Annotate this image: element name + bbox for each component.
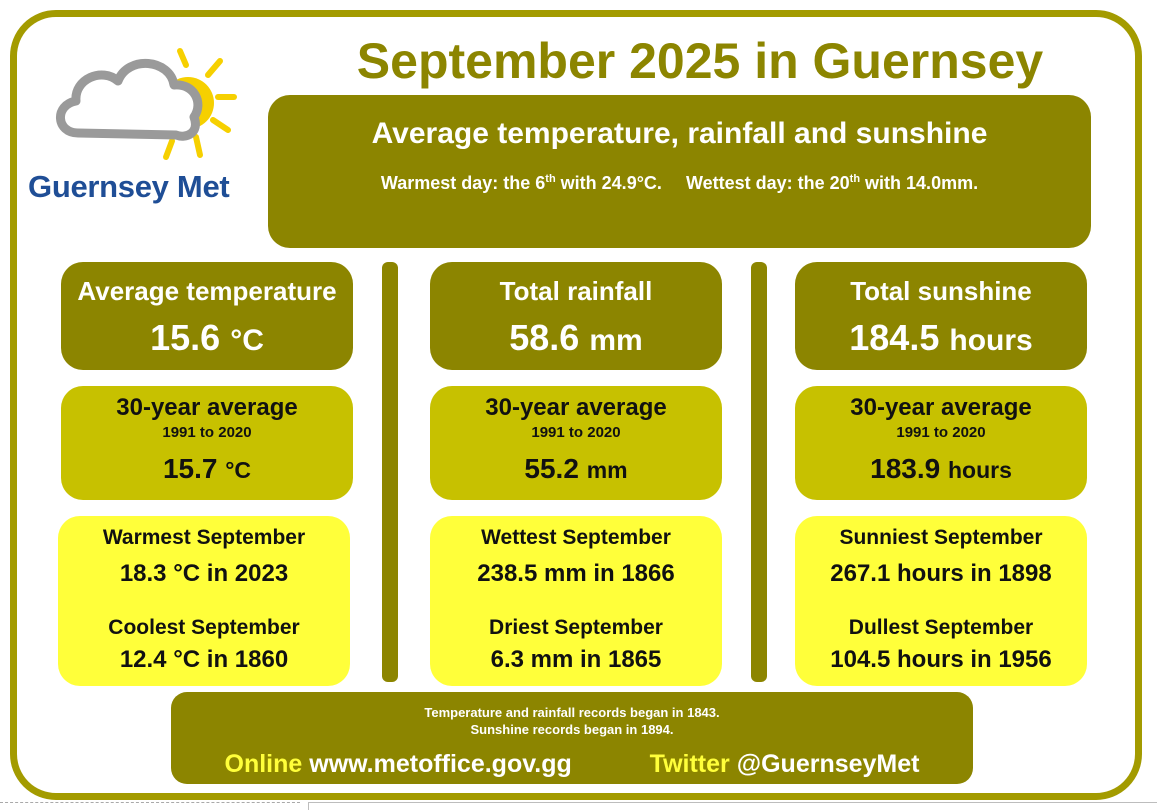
- temperature-number: 15.6: [150, 317, 221, 358]
- twitter-label: Twitter: [649, 750, 730, 778]
- rainfall-records-box: Wettest September 238.5 mm in 1866 Dries…: [430, 516, 722, 686]
- record-high-label: Wettest September: [481, 526, 671, 549]
- record-low-label: Driest September: [489, 616, 663, 639]
- temperature-records-box: Warmest September 18.3 °C in 2023 Cooles…: [58, 516, 350, 686]
- sunshine-number: 184.5: [849, 317, 940, 358]
- average-label: 30-year average: [116, 394, 298, 421]
- cloud-sun-icon: [56, 48, 237, 160]
- twitter-handle-link[interactable]: @GuernseyMet: [736, 750, 920, 778]
- record-high-label: Warmest September: [102, 526, 306, 549]
- temperature-main-box: Average temperature 15.6 °C: [61, 262, 353, 370]
- temperature-unit: °C: [230, 324, 264, 357]
- footer-links: Online www.metoffice.gov.gg Twitter @Gue…: [171, 750, 973, 779]
- record-high-value: 238.5 mm in 1866: [477, 560, 675, 587]
- sunshine-records-box: Sunniest September 267.1 hours in 1898 D…: [795, 516, 1087, 686]
- warmest-day-text: Warmest day: the 6: [380, 173, 546, 193]
- average-unit: mm: [586, 457, 628, 483]
- average-label: 30-year average: [485, 394, 667, 421]
- average-label: 30-year average: [850, 394, 1032, 421]
- summary-highlights: Warmest day: the 6th with 24.9°C. Wettes…: [268, 173, 1091, 194]
- page-edge: [308, 802, 1157, 810]
- rainfall-main-box: Total rainfall 58.6 mm: [430, 262, 722, 370]
- sunshine-unit: hours: [949, 324, 1033, 357]
- wettest-day-ordinal: th: [849, 173, 861, 185]
- online-label: Online: [224, 750, 303, 778]
- temperature-label: Average temperature: [77, 276, 337, 306]
- records-note-sunshine: Sunshine records began in 1894.: [470, 722, 674, 737]
- record-low-label: Coolest September: [108, 616, 300, 639]
- summary-panel: Average temperature, rainfall and sunshi…: [268, 95, 1091, 248]
- wettest-day-text: Wettest day: the 20: [685, 173, 850, 193]
- average-range: 1991 to 2020: [162, 424, 252, 441]
- record-high-value: 18.3 °C in 2023: [119, 560, 289, 587]
- average-unit: hours: [947, 457, 1012, 483]
- record-high-value: 267.1 hours in 1898: [830, 560, 1052, 587]
- sunshine-value: 184.5 hours: [795, 317, 1087, 359]
- average-value: 183.9 hours: [795, 453, 1087, 485]
- logo-text: Guernsey Met: [28, 169, 230, 204]
- rainfall-average-box: 30-year average 1991 to 2020 55.2 mm: [430, 386, 722, 500]
- sunshine-average-box: 30-year average 1991 to 2020 183.9 hours: [795, 386, 1087, 500]
- rainfall-unit: mm: [589, 324, 643, 357]
- record-low-value: 12.4 °C in 1860: [119, 646, 289, 673]
- records-note-temperature: Temperature and rainfall records began i…: [424, 705, 720, 720]
- average-range: 1991 to 2020: [531, 424, 621, 441]
- average-number: 55.2: [524, 453, 579, 484]
- column-divider: [751, 262, 767, 682]
- average-value: 55.2 mm: [430, 453, 722, 485]
- rainfall-value: 58.6 mm: [430, 317, 722, 359]
- record-low-label: Dullest September: [848, 616, 1034, 639]
- guernsey-met-logo: Guernsey Met: [28, 45, 268, 210]
- column-divider: [382, 262, 398, 682]
- average-unit: °C: [225, 457, 252, 483]
- record-low-value: 6.3 mm in 1865: [490, 646, 662, 673]
- average-range: 1991 to 2020: [896, 424, 986, 441]
- temperature-value: 15.6 °C: [61, 317, 353, 359]
- record-high-label: Sunniest September: [839, 526, 1043, 549]
- temperature-average-box: 30-year average 1991 to 2020 15.7 °C: [61, 386, 353, 500]
- sunshine-label: Total sunshine: [850, 276, 1032, 306]
- wettest-day-value: with 14.0mm.: [860, 173, 979, 193]
- average-number: 15.7: [162, 453, 218, 484]
- warmest-day-ordinal: th: [545, 173, 556, 185]
- rainfall-number: 58.6: [509, 317, 580, 358]
- sunshine-main-box: Total sunshine 184.5 hours: [795, 262, 1087, 370]
- rainfall-label: Total rainfall: [499, 276, 653, 306]
- footer-panel: Temperature and rainfall records began i…: [171, 692, 973, 784]
- average-number: 183.9: [870, 453, 941, 484]
- edge-artifact: [0, 802, 300, 810]
- warmest-day-value: with 24.9°C.: [555, 173, 662, 193]
- average-value: 15.7 °C: [61, 453, 353, 485]
- record-low-value: 104.5 hours in 1956: [830, 646, 1052, 673]
- website-link[interactable]: www.metoffice.gov.gg: [309, 750, 572, 778]
- summary-title: Average temperature, rainfall and sunshi…: [371, 117, 988, 150]
- page-title: September 2025 in Guernsey: [356, 33, 1044, 89]
